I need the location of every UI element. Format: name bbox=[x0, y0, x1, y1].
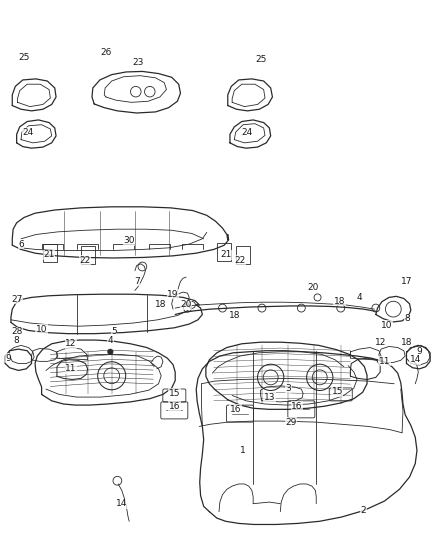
Text: 14: 14 bbox=[410, 356, 421, 364]
Text: 18: 18 bbox=[155, 301, 167, 309]
Text: 25: 25 bbox=[18, 53, 30, 62]
Text: 19: 19 bbox=[167, 290, 179, 298]
Text: 10: 10 bbox=[36, 325, 47, 334]
Text: 6: 6 bbox=[18, 240, 24, 248]
Text: 9: 9 bbox=[5, 354, 11, 362]
Text: 4: 4 bbox=[108, 336, 113, 344]
Bar bbox=[43, 244, 57, 262]
Bar bbox=[81, 246, 95, 264]
Text: 18: 18 bbox=[334, 297, 345, 305]
Text: 15: 15 bbox=[169, 389, 180, 398]
Text: 11: 11 bbox=[379, 357, 390, 366]
Text: 11: 11 bbox=[65, 365, 77, 373]
Text: 8: 8 bbox=[404, 314, 410, 323]
Text: 24: 24 bbox=[242, 128, 253, 136]
Text: 15: 15 bbox=[332, 387, 343, 396]
Bar bbox=[236, 246, 250, 264]
Text: 20: 20 bbox=[307, 284, 319, 292]
Text: 2: 2 bbox=[361, 506, 366, 514]
Text: 16: 16 bbox=[291, 402, 303, 410]
Text: 30: 30 bbox=[124, 237, 135, 245]
Text: 7: 7 bbox=[134, 277, 140, 286]
Text: 17: 17 bbox=[401, 277, 412, 286]
Text: 4: 4 bbox=[357, 293, 362, 302]
Text: 9: 9 bbox=[417, 348, 423, 356]
Text: 13: 13 bbox=[264, 393, 275, 401]
Text: 20: 20 bbox=[180, 301, 192, 309]
Text: 14: 14 bbox=[116, 499, 127, 508]
Bar bbox=[217, 243, 231, 261]
Text: 18: 18 bbox=[229, 311, 240, 320]
Text: 18: 18 bbox=[401, 338, 412, 346]
Text: 26: 26 bbox=[100, 48, 112, 56]
Text: 24: 24 bbox=[23, 128, 34, 136]
Text: 16: 16 bbox=[169, 402, 180, 410]
Text: 23: 23 bbox=[132, 59, 144, 67]
Circle shape bbox=[108, 349, 113, 354]
Text: 10: 10 bbox=[381, 321, 392, 329]
Text: 1: 1 bbox=[240, 446, 246, 455]
Text: 16: 16 bbox=[230, 405, 241, 414]
Text: 8: 8 bbox=[14, 336, 20, 344]
Text: 25: 25 bbox=[255, 55, 266, 64]
Text: 5: 5 bbox=[111, 327, 117, 336]
Text: 21: 21 bbox=[220, 251, 231, 259]
Text: 29: 29 bbox=[286, 418, 297, 426]
Text: 28: 28 bbox=[11, 327, 22, 336]
Text: 12: 12 bbox=[65, 340, 77, 348]
Text: 27: 27 bbox=[11, 295, 22, 304]
Text: 12: 12 bbox=[374, 338, 386, 346]
Text: 21: 21 bbox=[43, 251, 55, 259]
Text: 22: 22 bbox=[80, 256, 91, 264]
Text: 22: 22 bbox=[234, 256, 246, 264]
Text: 3: 3 bbox=[285, 384, 291, 392]
